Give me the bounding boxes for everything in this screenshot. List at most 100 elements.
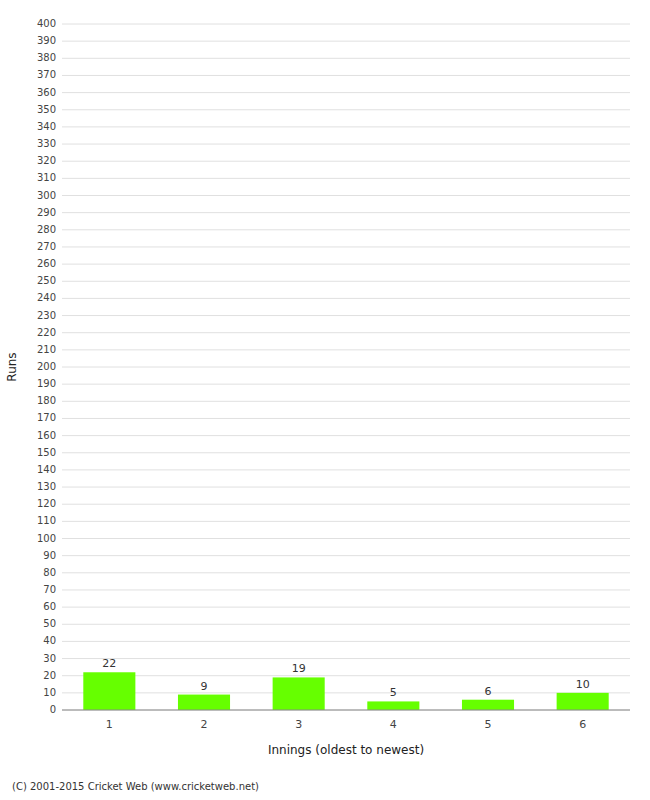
y-tick-label: 350 [37,104,56,115]
y-tick-label: 370 [37,69,56,80]
grid-line [62,144,630,145]
grid-line [62,126,630,127]
grid-line [62,487,630,488]
x-axis-line [62,710,630,711]
grid-line [62,264,630,265]
y-tick-label: 310 [37,172,56,183]
y-tick-label: 160 [37,430,56,441]
x-tick-label: 3 [295,718,302,731]
y-tick-label: 330 [37,138,56,149]
grid-line [62,298,630,299]
bar [462,700,514,710]
y-tick-label: 230 [37,310,56,321]
data-label: 10 [576,678,590,691]
grid-line [62,658,630,659]
grid-line [62,178,630,179]
grid-line [62,367,630,368]
grid-line [62,504,630,505]
y-tick-label: 90 [43,550,56,561]
bar [83,672,135,710]
grid-line [62,641,630,642]
y-tick-label: 120 [37,498,56,509]
y-axis: 0102030405060708090100110120130140150160… [37,18,56,715]
x-tick-label: 2 [201,718,208,731]
grid-line [62,161,630,162]
grid-line [62,349,630,350]
y-tick-label: 340 [37,121,56,132]
y-tick-label: 300 [37,190,56,201]
y-tick-label: 170 [37,412,56,423]
y-tick-label: 240 [37,292,56,303]
x-tick-label: 5 [485,718,492,731]
y-tick-label: 270 [37,241,56,252]
grid-line [62,75,630,76]
y-tick-label: 290 [37,207,56,218]
data-label: 9 [201,680,208,693]
grid-line [62,624,630,625]
x-axis: 1 2 3 4 5 6 [106,718,586,731]
y-axis-label: Runs [5,352,19,381]
grid-line [62,92,630,93]
bar [367,701,419,710]
y-tick-label: 100 [37,533,56,544]
grid-line [62,332,630,333]
grid-line [62,384,630,385]
y-tick-label: 60 [43,601,56,612]
y-tick-label: 220 [37,327,56,338]
grid-line [62,229,630,230]
x-axis-label: Innings (oldest to newest) [268,743,424,757]
data-label: 22 [102,657,116,670]
y-tick-label: 110 [37,515,56,526]
grid-line [62,315,630,316]
y-tick-label: 400 [37,18,56,29]
y-tick-label: 140 [37,464,56,475]
y-tick-label: 50 [43,618,56,629]
bar [273,677,325,710]
grid-line [62,58,630,59]
grid-line [62,195,630,196]
y-tick-label: 390 [37,35,56,46]
grid-line [62,555,630,556]
grid-line [62,538,630,539]
grid-line [62,41,630,42]
grid-line [62,24,630,25]
grid-line [62,469,630,470]
y-tick-label: 380 [37,52,56,63]
x-tick-label: 1 [106,718,113,731]
grid [62,24,630,710]
chart-svg: 0102030405060708090100110120130140150160… [0,0,650,800]
grid-line [62,281,630,282]
footer: (C) 2001-2015 Cricket Web (www.cricketwe… [12,781,259,792]
data-label: 6 [485,685,492,698]
grid-line [62,589,630,590]
y-tick-label: 20 [43,670,56,681]
y-tick-label: 250 [37,275,56,286]
y-tick-label: 80 [43,567,56,578]
bar [178,695,230,710]
y-tick-label: 10 [43,687,56,698]
bars [83,672,608,710]
grid-line [62,572,630,573]
y-tick-label: 130 [37,481,56,492]
y-tick-label: 190 [37,378,56,389]
y-tick-label: 320 [37,155,56,166]
y-tick-label: 280 [37,224,56,235]
data-labels: 229195610 [102,657,589,699]
grid-line [62,452,630,453]
y-tick-label: 180 [37,395,56,406]
chart-container: 0102030405060708090100110120130140150160… [0,0,650,800]
y-tick-label: 0 [50,704,56,715]
data-label: 19 [292,662,306,675]
y-tick-label: 210 [37,344,56,355]
y-tick-label: 360 [37,87,56,98]
grid-line [62,675,630,676]
x-tick-label: 4 [390,718,397,731]
grid-line [62,401,630,402]
grid-line [62,435,630,436]
x-tick-label: 6 [579,718,586,731]
y-tick-label: 200 [37,361,56,372]
grid-line [62,418,630,419]
y-tick-label: 260 [37,258,56,269]
grid-line [62,710,630,711]
grid-line [62,521,630,522]
